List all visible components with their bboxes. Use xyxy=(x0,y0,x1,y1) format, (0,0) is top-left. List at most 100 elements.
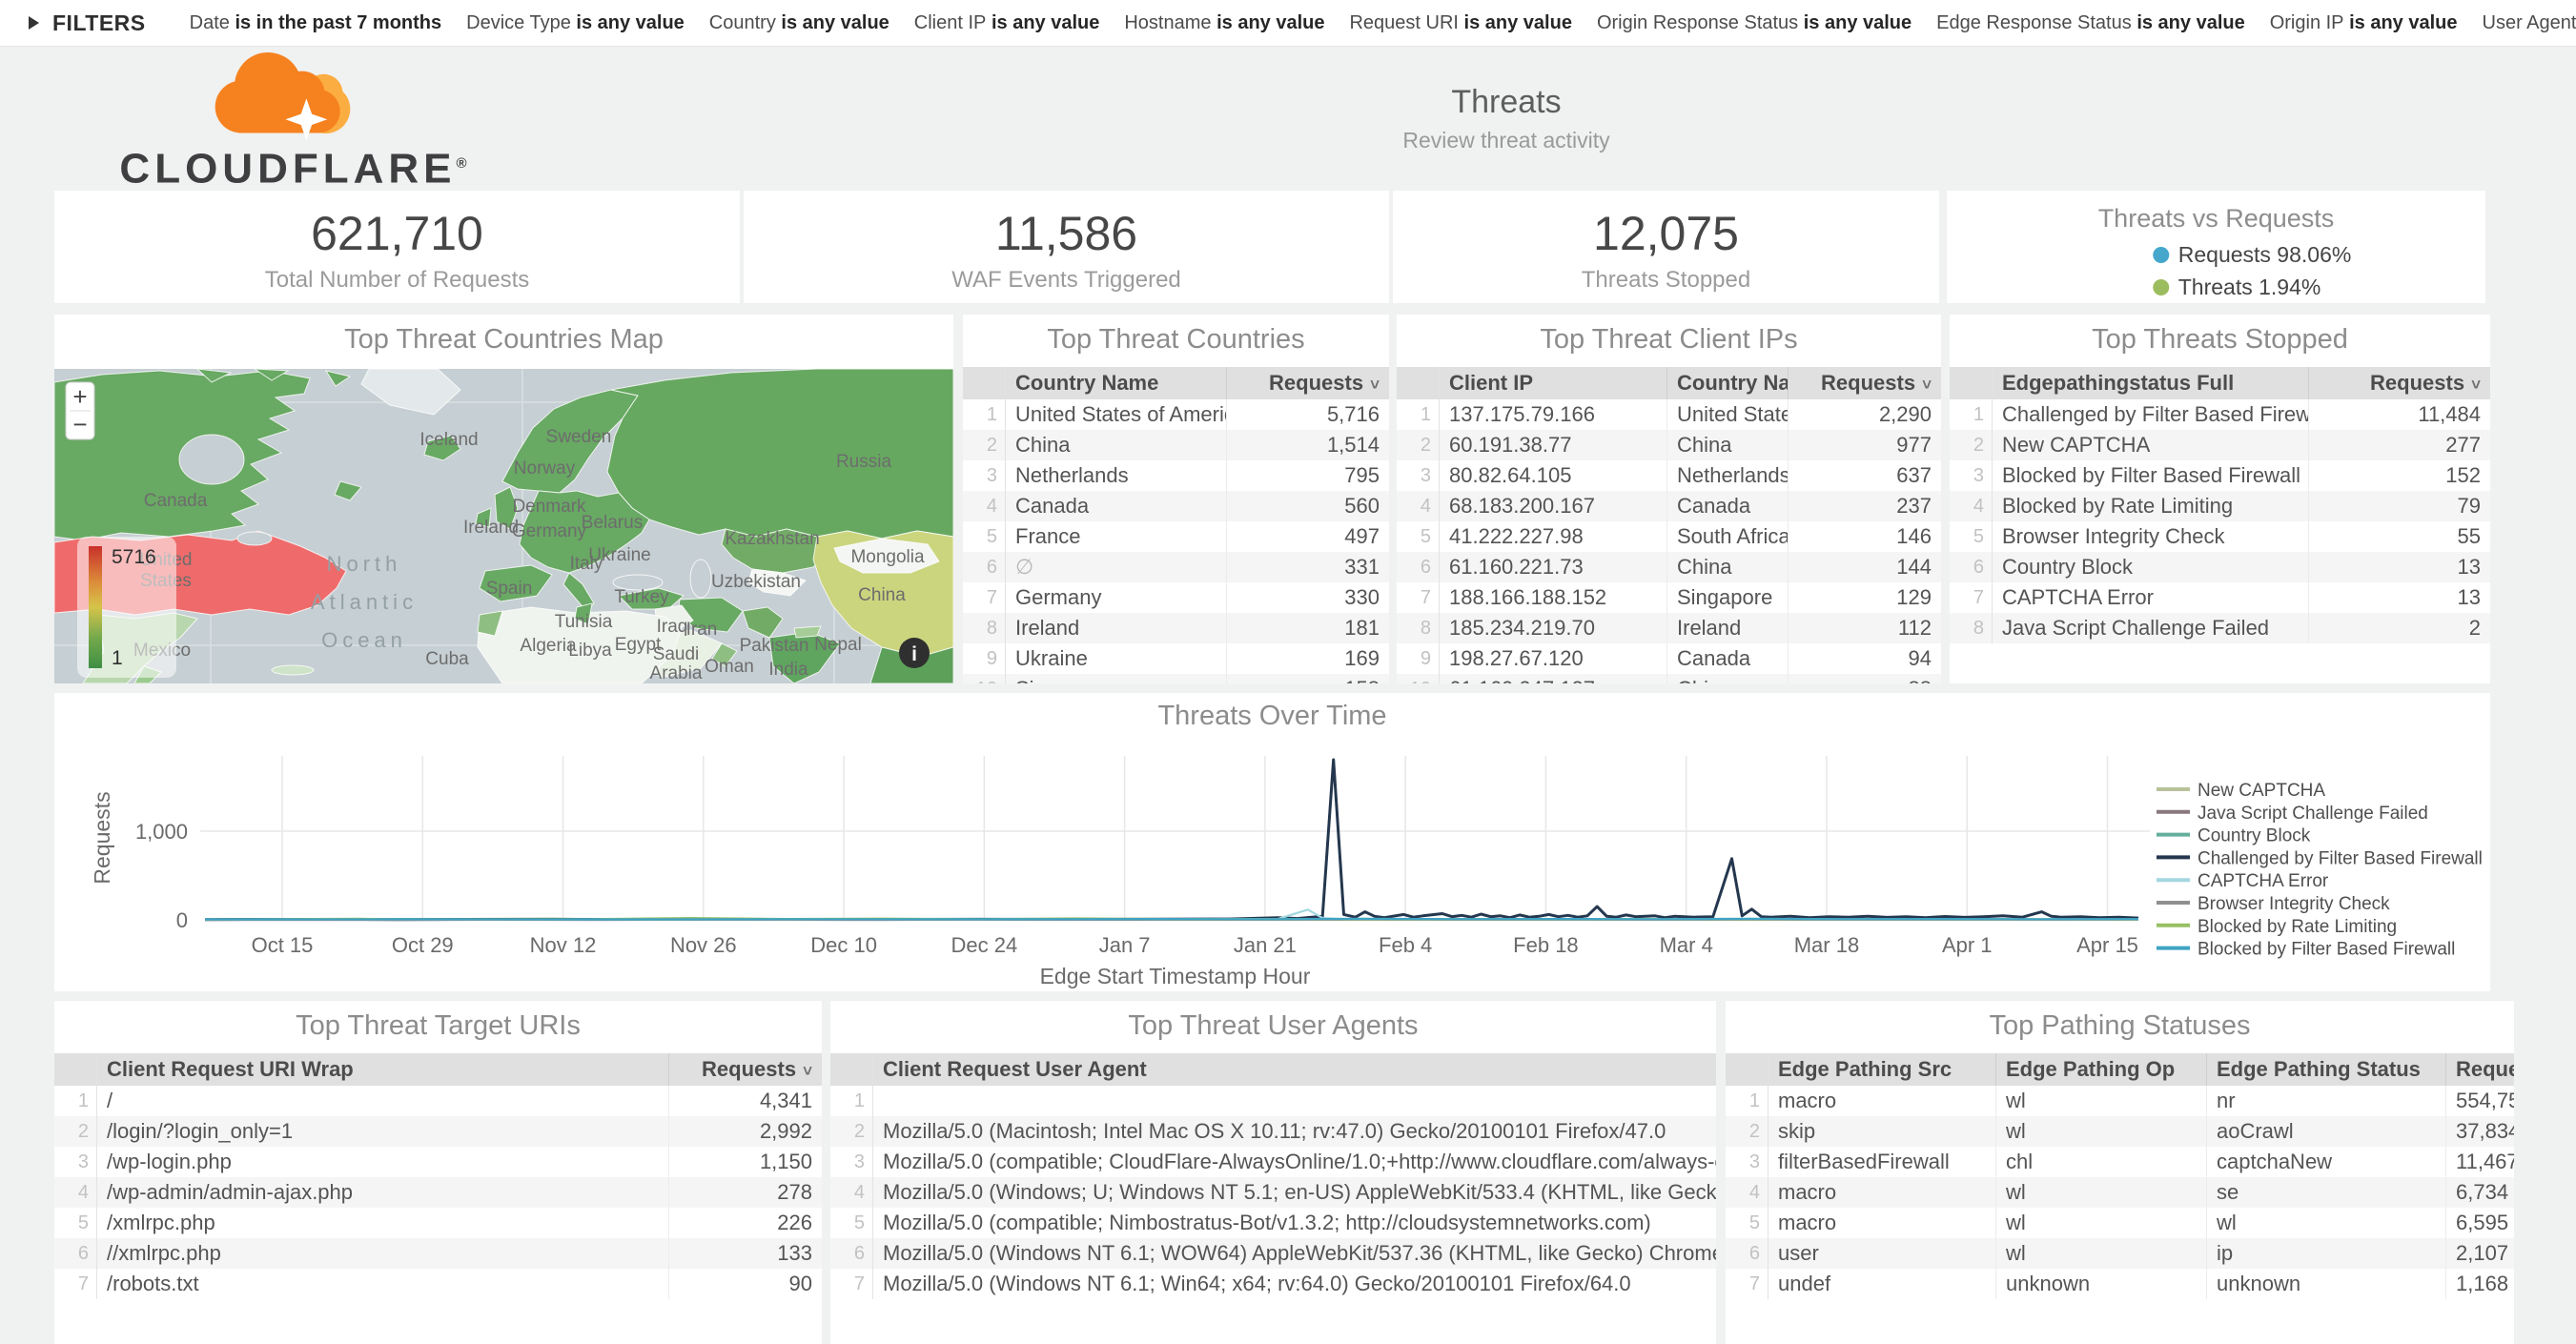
zoom-in-button[interactable]: + xyxy=(72,382,87,411)
world-map[interactable]: CanadaUnitedStatesMexicoCubaIcelandIrela… xyxy=(54,369,953,683)
column-header-edge-pathing-src[interactable]: Edge Pathing Src xyxy=(1768,1053,1996,1086)
card-title: Top Threat Countries Map xyxy=(54,324,953,356)
filter-chip-edge-response-status[interactable]: Edge Response Status is any value xyxy=(1936,12,2245,34)
table-cell: 13 xyxy=(2309,582,2490,613)
filter-chip-user-agent[interactable]: User Agent is any value xyxy=(2483,12,2576,34)
filters-label[interactable]: FILTERS xyxy=(52,10,146,36)
filters-expand-icon[interactable] xyxy=(29,16,39,30)
map-label-nepal: Nepal xyxy=(814,635,862,655)
table-row[interactable]: 1/4,341 xyxy=(54,1086,822,1116)
column-header-edge-pathing-status[interactable]: Edge Pathing Status xyxy=(2207,1053,2446,1086)
table-cell: wl xyxy=(2207,1208,2446,1238)
map-info-button[interactable]: i xyxy=(899,638,930,668)
legend-item-new-captcha[interactable]: New CAPTCHA xyxy=(2198,781,2325,801)
table-cell: China xyxy=(1667,430,1789,460)
map-label-china: China xyxy=(858,585,906,605)
legend-item-blocked-by-rate-limiting[interactable]: Blocked by Rate Limiting xyxy=(2198,917,2397,937)
table-row[interactable]: 6∅331 xyxy=(963,552,1389,582)
filter-chip-origin-ip[interactable]: Origin IP is any value xyxy=(2270,12,2458,34)
column-header-requests[interactable]: Requests˅ xyxy=(1789,367,1941,399)
table-row[interactable]: 1061.160.247.127China88 xyxy=(1397,674,1941,683)
column-header-client-ip[interactable]: Client IP xyxy=(1440,367,1667,399)
table-row[interactable]: 10Singapore158 xyxy=(963,674,1389,683)
column-header-country-name[interactable]: Country Name xyxy=(1006,367,1227,399)
filter-chip-request-uri[interactable]: Request URI is any value xyxy=(1349,12,1571,34)
column-header-requests[interactable]: Requests˅ xyxy=(1227,367,1389,399)
zoom-out-button[interactable]: − xyxy=(72,410,87,438)
table-cell: wl xyxy=(1996,1177,2207,1208)
legend-item[interactable]: Requests 98.06% xyxy=(2153,242,2352,268)
column-header-client-request-uri-wrap[interactable]: Client Request URI Wrap xyxy=(97,1053,669,1086)
filter-field: Origin Response Status xyxy=(1597,12,1798,33)
column-header-requests[interactable]: Requests˅ xyxy=(669,1053,822,1086)
table-row[interactable]: 1 xyxy=(830,1086,1716,1116)
filter-chip-client-ip[interactable]: Client IP is any value xyxy=(914,12,1100,34)
filter-chip-date[interactable]: Date is in the past 7 months xyxy=(190,12,442,34)
legend-item-blocked-by-filter-based-firewall[interactable]: Blocked by Filter Based Firewall xyxy=(2198,940,2455,960)
svg-text:i: i xyxy=(911,643,917,665)
legend-item-captcha-error[interactable]: CAPTCHA Error xyxy=(2198,871,2329,891)
column-header-requests[interactable]: Requests˅ xyxy=(2309,367,2490,399)
column-header-country-name[interactable]: Country Name xyxy=(1667,367,1789,399)
legend-item-browser-integrity-check[interactable]: Browser Integrity Check xyxy=(2198,894,2390,914)
column-header-edge-pathing-op[interactable]: Edge Pathing Op xyxy=(1996,1053,2207,1086)
filter-chip-device-type[interactable]: Device Type is any value xyxy=(466,12,685,34)
filter-chip-hostname[interactable]: Hostname is any value xyxy=(1124,12,1324,34)
legend-item-country-block[interactable]: Country Block xyxy=(2198,826,2311,846)
row-index: 1 xyxy=(1397,399,1440,430)
filter-chip-country[interactable]: Country is any value xyxy=(709,12,889,34)
column-header-client-request-user-agent[interactable]: Client Request User Agent xyxy=(873,1053,1716,1086)
legend-item-java-script-challenge-failed[interactable]: Java Script Challenge Failed xyxy=(2198,804,2428,824)
filter-chip-origin-response-status[interactable]: Origin Response Status is any value xyxy=(1597,12,1912,34)
column-header-requests[interactable]: Requests˅ xyxy=(2446,1053,2514,1086)
legend-item-challenged-by-filter-based-firewall[interactable]: Challenged by Filter Based Firewall xyxy=(2198,848,2483,868)
legend-item[interactable]: Threats 1.94% xyxy=(2153,275,2352,300)
column-header-edgepathingstatus-full[interactable]: Edgepathingstatus Full xyxy=(1993,367,2309,399)
